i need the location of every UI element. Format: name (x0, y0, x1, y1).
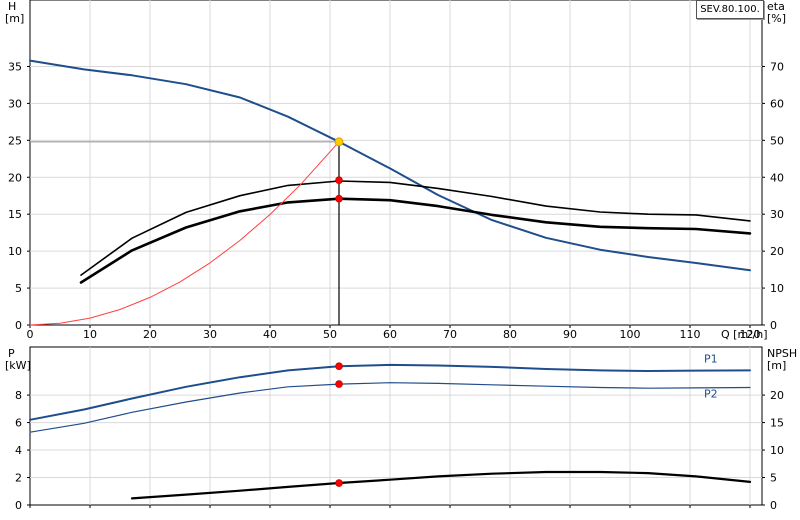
left-axis-title: H (8, 0, 16, 13)
right-tick-label: 0 (770, 499, 777, 512)
left-tick-label: 35 (8, 60, 22, 73)
left-tick-label: 10 (8, 245, 22, 258)
left-axis-unit: [kW] (5, 359, 31, 372)
x-tick-label: 50 (323, 328, 337, 341)
left-tick-label: 30 (8, 97, 22, 110)
power-npsh-chart: 0 2 4 6 8 0 5 10 15 20 P[kW] NPSH[m] P1 P2 (5, 346, 797, 512)
left-tick-label: 8 (15, 389, 22, 402)
x-tick-label: 20 (143, 328, 157, 341)
x-tick-label: 110 (680, 328, 701, 341)
x-tick-label: 0 (27, 328, 34, 341)
operating-point-marker (335, 380, 343, 388)
x-tick-label: 40 (263, 328, 277, 341)
series-label: P1 (704, 352, 718, 365)
right-tick-label: 20 (770, 245, 784, 258)
right-tick-label: 60 (770, 97, 784, 110)
operating-point-marker (335, 479, 343, 487)
x-tick-label: 100 (620, 328, 641, 341)
x-tick-label: 30 (203, 328, 217, 341)
x-tick-label: 70 (443, 328, 457, 341)
x-tick-label: 120 (740, 328, 761, 341)
series-line (29, 363, 751, 421)
right-tick-label: 15 (770, 417, 784, 430)
right-tick-label: 50 (770, 134, 784, 147)
x-tick-label: 60 (383, 328, 397, 341)
series-line (29, 59, 751, 272)
x-axis-title: Q [m³/h] (721, 328, 768, 341)
right-axis-unit: [m] (767, 359, 786, 372)
left-tick-label: 20 (8, 171, 22, 184)
series-label: P2 (704, 388, 718, 401)
left-tick-label: 15 (8, 208, 22, 221)
plot-area (29, 0, 763, 326)
right-tick-label: 5 (770, 472, 777, 485)
series-line (29, 141, 340, 326)
x-tick-label: 90 (563, 328, 577, 341)
right-tick-label: 20 (770, 389, 784, 402)
left-tick-label: 4 (15, 444, 22, 457)
right-tick-label: 10 (770, 444, 784, 457)
head-efficiency-chart: 0 10 20 30 40 50 60 70 80 90 100 110 120051015202530… (5, 0, 786, 341)
operating-point-marker (335, 362, 343, 371)
left-tick-label: 2 (15, 472, 22, 485)
right-axis-title: NPSH (767, 347, 797, 360)
right-tick-label: 10 (770, 282, 784, 295)
x-tick-label: 10 (83, 328, 97, 341)
right-axis-unit: [%] (767, 12, 786, 25)
duty-point-marker (334, 137, 344, 147)
right-tick-label: 0 (770, 319, 777, 332)
series-line (29, 382, 751, 433)
model-label: SEV.80.100. (696, 0, 764, 19)
left-tick-label: 6 (15, 417, 22, 430)
operating-point-marker (335, 194, 343, 203)
left-tick-label: 25 (8, 134, 22, 147)
x-tick-label: 80 (503, 328, 517, 341)
series-line (80, 180, 751, 276)
right-axis-title: eta (767, 0, 785, 13)
series-line (130, 470, 752, 500)
left-tick-label: 5 (15, 282, 22, 295)
right-tick-label: 30 (770, 208, 784, 221)
right-tick-label: 40 (770, 171, 784, 184)
left-tick-label: 0 (15, 319, 22, 332)
series-line (79, 197, 752, 284)
operating-point-marker (335, 176, 343, 185)
left-axis-title: P (8, 347, 15, 360)
left-tick-label: 0 (15, 499, 22, 512)
left-axis-unit: [m] (5, 12, 24, 25)
right-tick-label: 70 (770, 60, 784, 73)
